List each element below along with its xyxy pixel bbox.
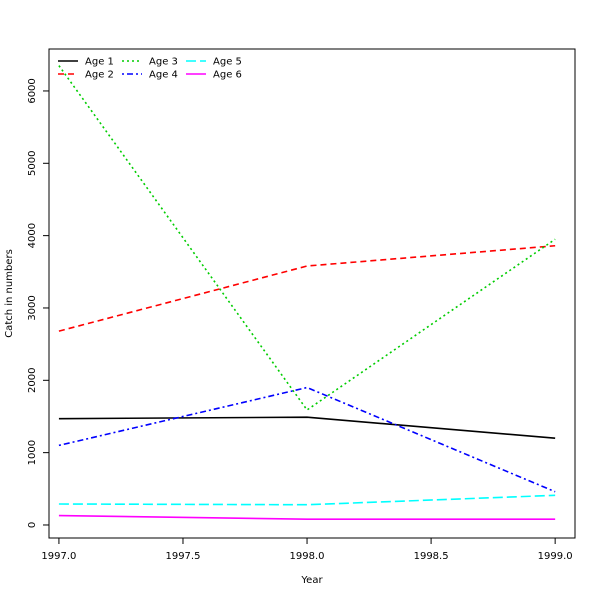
series-line (58, 244, 556, 332)
legend-label: Age 4 (149, 70, 178, 81)
y-tick-label: 5000 (27, 151, 38, 176)
x-axis-label: Year (300, 575, 323, 586)
y-tick-label: 3000 (27, 295, 38, 320)
y-tick-label: 4000 (27, 223, 38, 248)
legend: Age 1 Age 2 Age 3 Age 4 Age 5 Age 6 (58, 57, 242, 81)
x-tick-label: 1999.0 (538, 551, 573, 562)
x-tick-label: 1998.5 (414, 551, 449, 562)
y-tick-label: 6000 (27, 78, 38, 103)
x-tick-label: 1997.0 (41, 551, 76, 562)
series-line (58, 386, 556, 493)
series-line (58, 514, 556, 520)
series-line (58, 416, 556, 439)
legend-label: Age 5 (213, 57, 242, 68)
legend-label: Age 1 (85, 57, 114, 68)
series-line (58, 65, 556, 412)
y-tick-label: 2000 (27, 368, 38, 393)
x-tick-label: 1997.5 (165, 551, 200, 562)
y-axis: 0 1000 2000 3000 4000 5000 6000 (27, 78, 49, 528)
y-axis-label: Catch in numbers (4, 249, 15, 338)
legend-label: Age 2 (85, 70, 114, 81)
y-tick-label: 0 (27, 522, 38, 528)
y-tick-label: 1000 (27, 440, 38, 465)
legend-label: Age 3 (149, 57, 178, 68)
series-lines (58, 65, 556, 520)
legend-label: Age 6 (213, 70, 242, 81)
x-tick-label: 1998.0 (290, 551, 325, 562)
x-axis: 1997.0 1997.5 1998.0 1998.5 1999.0 (41, 538, 573, 562)
plot-frame (48, 48, 576, 539)
series-line (58, 494, 556, 506)
